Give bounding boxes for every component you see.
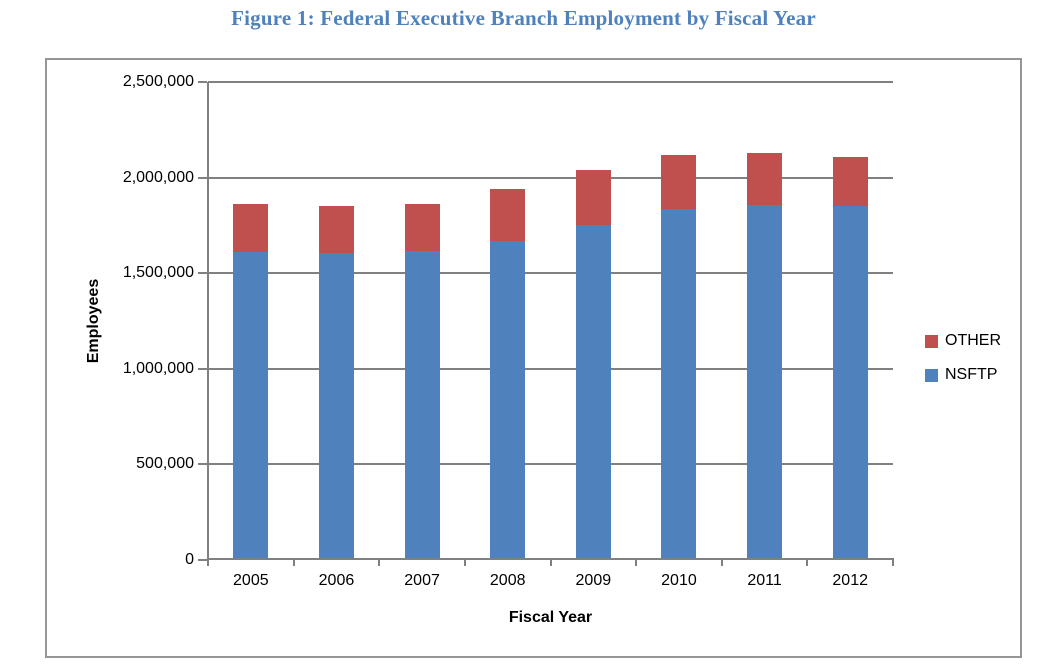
bar-nsftp-2010 <box>661 209 697 560</box>
x-axis-line <box>207 558 894 560</box>
axis-decorations: 0 500,000 1,000,000 1,500,000 2,000,000 2,500… <box>47 60 1020 656</box>
x-axis-title: Fiscal Year <box>508 609 593 626</box>
y-axis-tick <box>198 272 207 275</box>
x-axis-tick-label: 2006 <box>318 572 355 589</box>
x-axis-tick <box>806 560 809 566</box>
x-axis-tick-label: 2012 <box>832 572 868 589</box>
x-axis-tick <box>892 560 894 566</box>
x-axis-tick-label: 2008 <box>489 572 526 589</box>
legend-swatch-nsftp <box>925 368 938 382</box>
bar-other-2009 <box>575 169 611 226</box>
legend-item-nsftp: NSFTP <box>925 366 1001 384</box>
y-axis-title: Employees <box>85 278 102 364</box>
x-axis-tick-label: 2009 <box>575 572 612 589</box>
legend-item-other: OTHER <box>925 332 1001 350</box>
x-axis-tick <box>207 560 209 566</box>
bar-other-2012 <box>832 156 868 207</box>
x-axis-tick-label: 2010 <box>661 572 697 589</box>
bar-nsftp-2011 <box>747 205 783 560</box>
bar-other-2011 <box>747 152 783 206</box>
y-axis-tick <box>198 367 207 370</box>
bar-other-2007 <box>404 204 440 252</box>
legend-label-nsftp: NSFTP <box>945 366 998 383</box>
gridline <box>208 367 893 370</box>
y-axis-tick-label: 1,500,000 <box>122 264 194 282</box>
x-axis-tick <box>549 560 552 566</box>
bar-other-2006 <box>318 206 354 254</box>
y-axis-tick-label: 1,000,000 <box>122 359 194 377</box>
bar-nsftp-2007 <box>404 251 440 560</box>
bar-nsftp-2008 <box>490 240 526 560</box>
x-axis-tick <box>463 560 466 566</box>
x-axis-tick <box>635 560 638 566</box>
x-axis-tick-label: 2007 <box>404 572 440 589</box>
y-axis-tick-label: 2,500,000 <box>122 73 194 90</box>
x-axis-tick-label: 2011 <box>747 572 782 589</box>
bar-other-2008 <box>490 189 526 241</box>
bar-other-2005 <box>233 204 269 253</box>
gridline <box>208 176 893 179</box>
y-axis-tick <box>198 463 207 466</box>
y-axis-tick-label: 500,000 <box>136 455 194 473</box>
figure-title: Figure 1: Federal Executive Branch Emplo… <box>231 6 816 30</box>
x-axis-tick <box>720 560 723 566</box>
bar-nsftp-2005 <box>233 252 269 560</box>
plot-area <box>207 81 894 562</box>
gridline <box>208 463 893 466</box>
x-axis-tick-label: 2005 <box>233 572 269 589</box>
y-axis-tick <box>198 559 207 561</box>
bar-other-2010 <box>661 154 697 210</box>
bar-nsftp-2009 <box>575 225 611 560</box>
legend: OTHER NSFTP <box>925 332 1001 384</box>
y-axis-tick <box>198 176 207 179</box>
legend-swatch-other <box>925 334 938 348</box>
x-axis-tick <box>378 560 381 566</box>
gridline <box>208 81 893 83</box>
x-axis-tick <box>292 560 295 566</box>
bar-nsftp-2006 <box>318 253 354 560</box>
y-axis-tick-label: 2,000,000 <box>122 168 194 186</box>
bar-nsftp-2012 <box>832 206 868 560</box>
gridline <box>208 272 893 275</box>
y-axis-line <box>207 82 209 562</box>
y-axis-tick-label: 0 <box>185 551 194 568</box>
legend-label-other: OTHER <box>945 332 1001 349</box>
chart-frame: 0 500,000 1,000,000 1,500,000 2,000,000 2,500… <box>45 58 1022 658</box>
y-axis-tick <box>198 81 207 83</box>
